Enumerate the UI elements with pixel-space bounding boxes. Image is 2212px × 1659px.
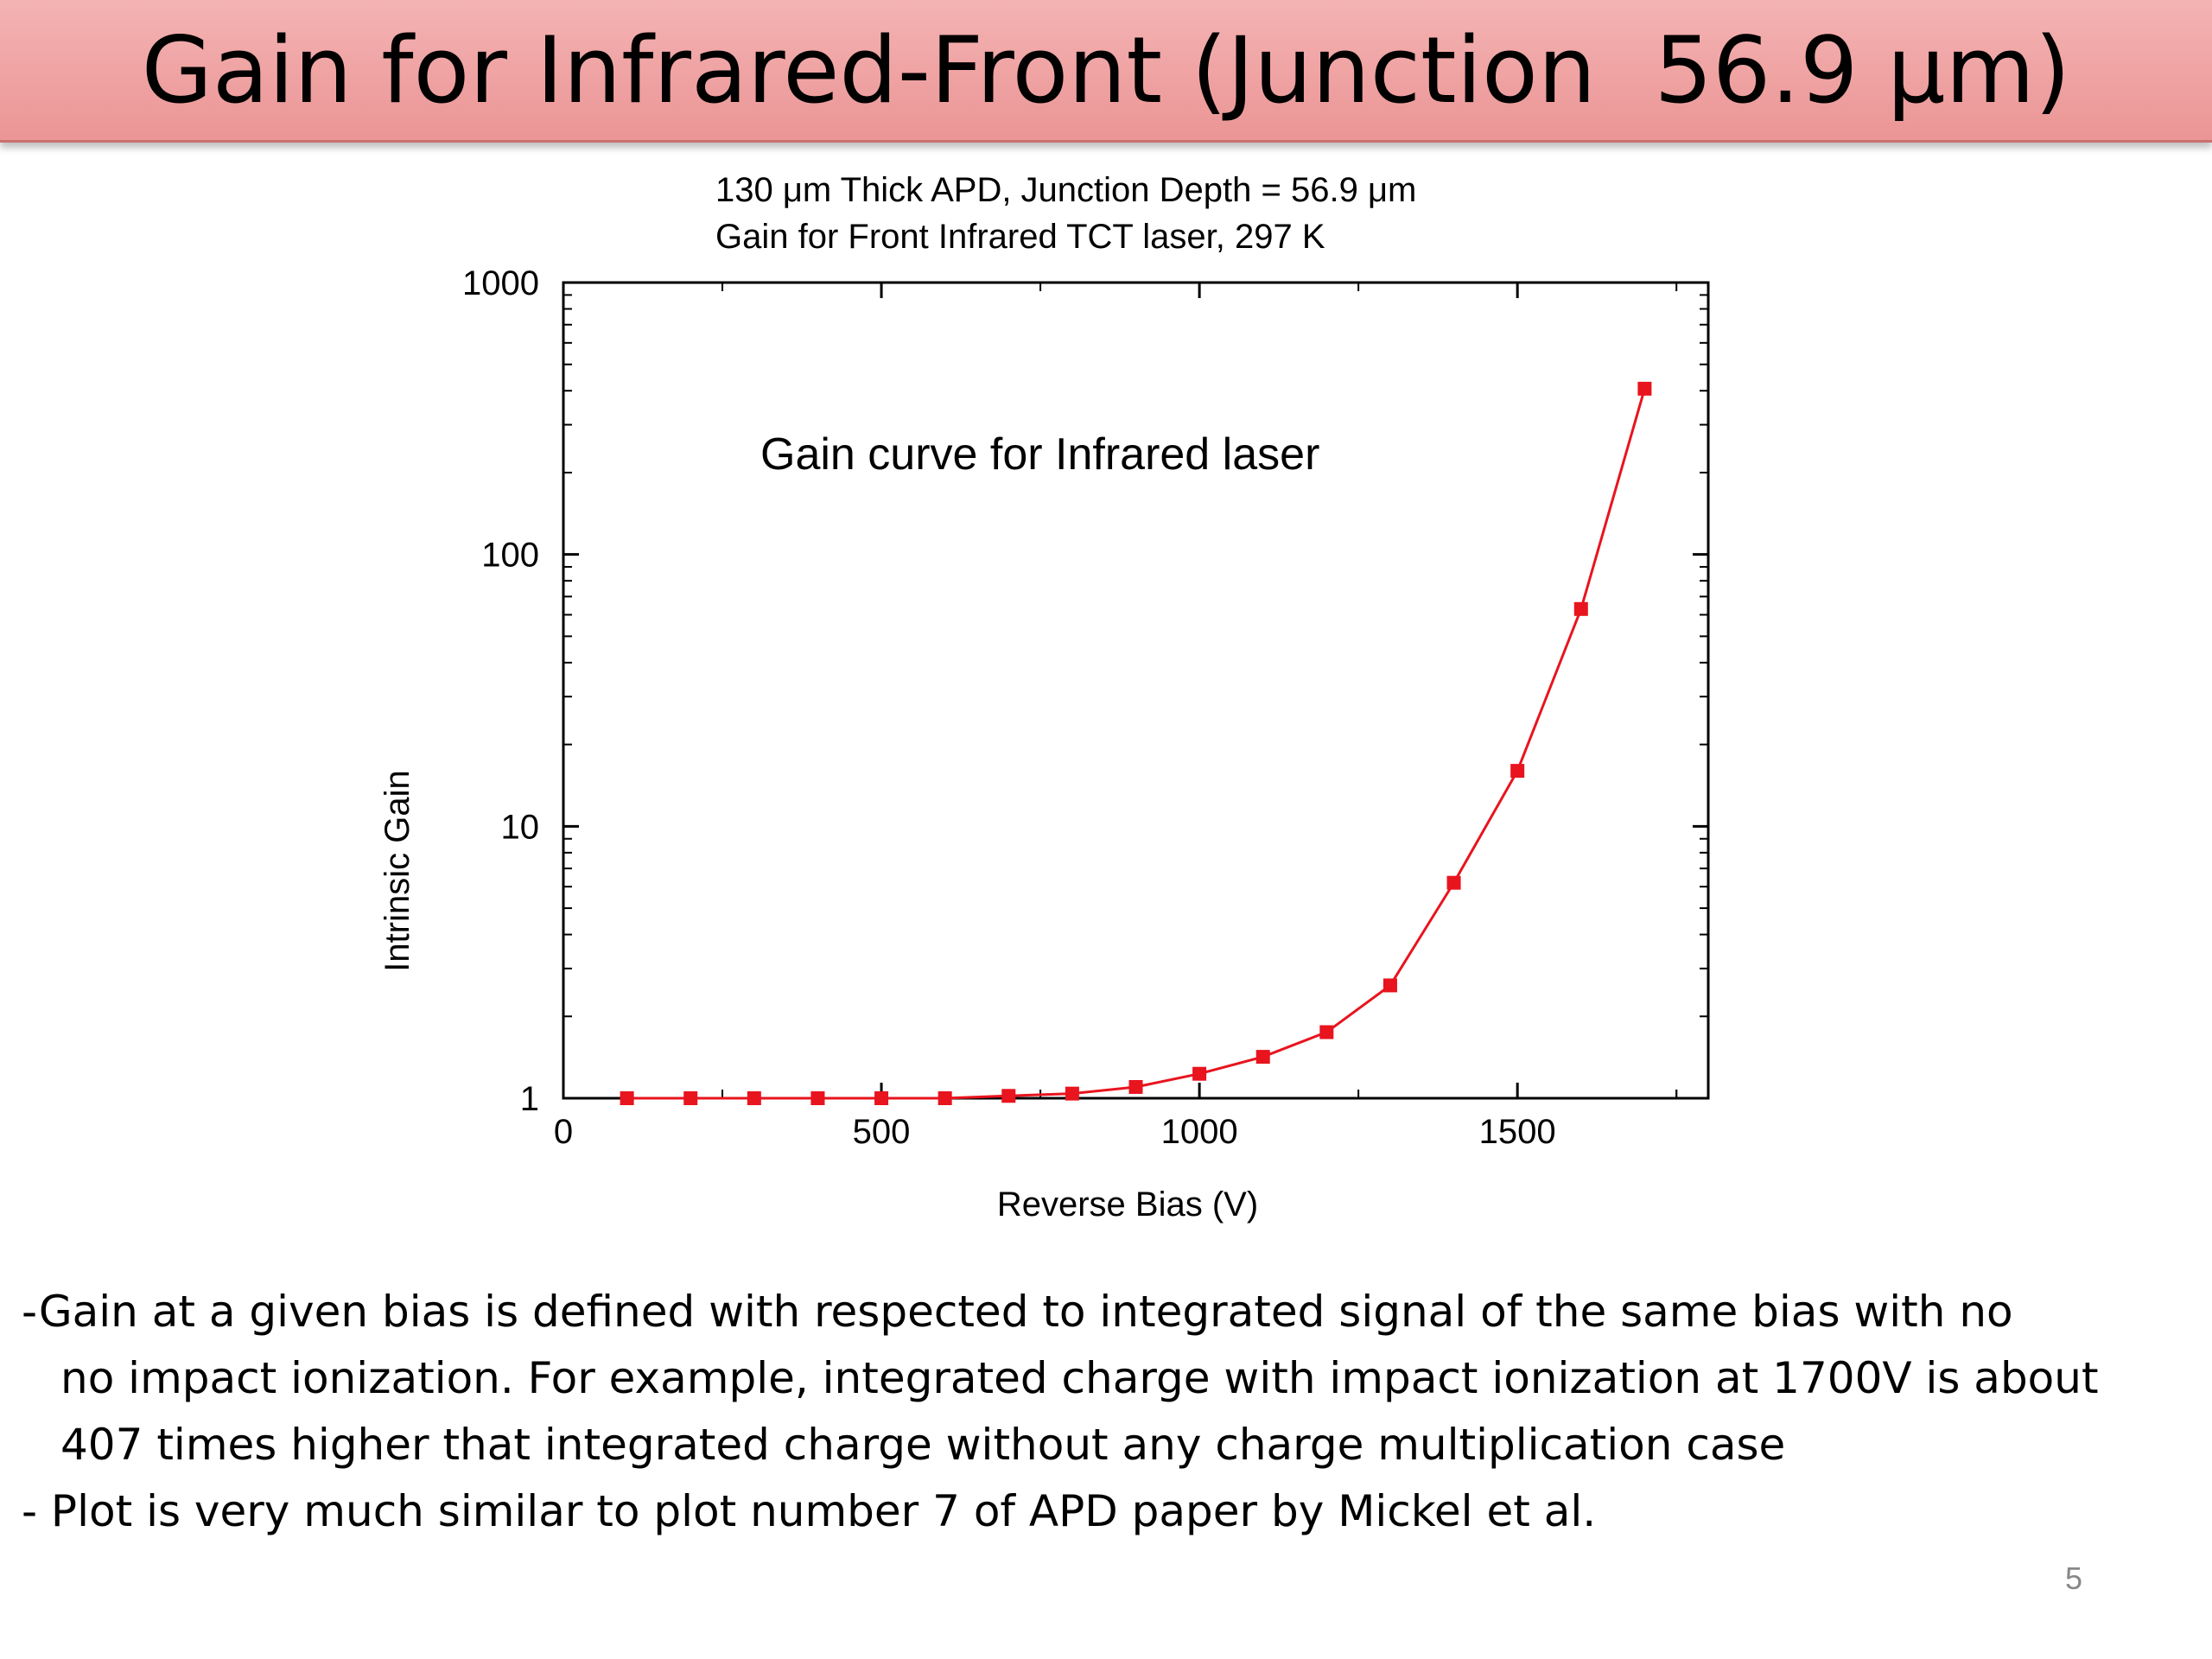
data-point: [1573, 601, 1588, 616]
gain-series-markers: [620, 381, 1652, 1105]
x-axis-label: Reverse Bias (V): [997, 1185, 1258, 1224]
note-line-4: - Plot is very much similar to plot numb…: [22, 1486, 1597, 1536]
data-point: [1128, 1079, 1143, 1094]
data-point: [1192, 1066, 1207, 1081]
y-tick-label: 1: [520, 1080, 539, 1118]
note-line-1: -Gain at a given bias is defined with re…: [22, 1287, 2013, 1337]
note-line-3: 407 times higher that integrated charge …: [60, 1420, 1786, 1470]
data-point: [1001, 1089, 1016, 1103]
data-point: [1319, 1025, 1334, 1039]
data-point: [1255, 1050, 1270, 1065]
data-point: [1510, 764, 1525, 779]
data-point: [747, 1091, 761, 1105]
chart-annotation: Gain curve for Infrared laser: [760, 429, 1319, 480]
axis-tick-labels: 0 500 1000 1500 1 10 100 1000: [462, 264, 1556, 1151]
y-axis-label: Intrinsic Gain: [378, 770, 416, 971]
slide-title-bar: Gain for Infrared-Front (Junction 56.9 μ…: [0, 0, 2212, 143]
x-tick-label: 1000: [1161, 1113, 1238, 1151]
data-point: [874, 1091, 889, 1105]
note-line-2: no impact ionization. For example, integ…: [60, 1353, 2099, 1403]
gain-chart: 130 μm Thick APD, Junction Depth = 56.9 …: [378, 171, 1710, 1224]
y-tick-label: 10: [501, 808, 540, 846]
axis-ticks: [562, 281, 1708, 1100]
data-point: [1382, 978, 1397, 993]
slide-notes: -Gain at a given bias is defined with re…: [22, 1279, 2199, 1545]
page-number: 5: [2064, 1560, 2082, 1596]
data-point: [1065, 1086, 1079, 1101]
gain-series-line: [626, 388, 1646, 1100]
data-point: [1446, 875, 1461, 890]
y-tick-label: 100: [481, 537, 539, 575]
data-point: [810, 1091, 825, 1105]
x-tick-label: 1500: [1479, 1113, 1556, 1151]
x-tick-label: 500: [853, 1113, 911, 1151]
data-point: [1637, 381, 1652, 396]
y-tick-label: 1000: [462, 264, 539, 302]
chart-title: 130 μm Thick APD, Junction Depth = 56.9 …: [715, 171, 1416, 209]
plot-frame: [562, 281, 1710, 1100]
slide-title: Gain for Infrared-Front (Junction 56.9 μ…: [141, 16, 2071, 124]
x-tick-label: 0: [554, 1113, 573, 1151]
chart-subtitle: Gain for Front Infrared TCT laser, 297 K: [715, 218, 1325, 256]
data-point: [938, 1091, 952, 1105]
data-point: [620, 1091, 634, 1105]
data-point: [683, 1091, 698, 1105]
